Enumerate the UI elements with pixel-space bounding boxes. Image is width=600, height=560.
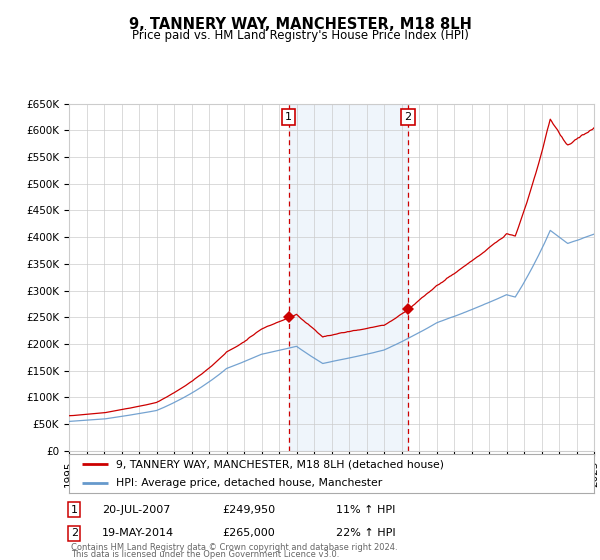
Text: Contains HM Land Registry data © Crown copyright and database right 2024.: Contains HM Land Registry data © Crown c…: [71, 543, 397, 552]
Text: 9, TANNERY WAY, MANCHESTER, M18 8LH: 9, TANNERY WAY, MANCHESTER, M18 8LH: [128, 17, 472, 32]
Text: This data is licensed under the Open Government Licence v3.0.: This data is licensed under the Open Gov…: [71, 550, 339, 559]
Bar: [289, 104, 408, 451]
Text: £249,950: £249,950: [222, 505, 275, 515]
Text: Price paid vs. HM Land Registry's House Price Index (HPI): Price paid vs. HM Land Registry's House …: [131, 29, 469, 42]
Text: 22% ↑ HPI: 22% ↑ HPI: [336, 528, 395, 538]
Text: 11% ↑ HPI: 11% ↑ HPI: [336, 505, 395, 515]
Text: 2: 2: [404, 112, 412, 122]
Text: 1: 1: [71, 505, 78, 515]
Text: 9, TANNERY WAY, MANCHESTER, M18 8LH (detached house): 9, TANNERY WAY, MANCHESTER, M18 8LH (det…: [116, 459, 444, 469]
Text: HPI: Average price, detached house, Manchester: HPI: Average price, detached house, Manc…: [116, 478, 383, 488]
Text: 20-JUL-2007: 20-JUL-2007: [102, 505, 170, 515]
Text: 2: 2: [71, 528, 78, 538]
Text: 19-MAY-2014: 19-MAY-2014: [102, 528, 174, 538]
Text: 1: 1: [285, 112, 292, 122]
Text: £265,000: £265,000: [222, 528, 275, 538]
